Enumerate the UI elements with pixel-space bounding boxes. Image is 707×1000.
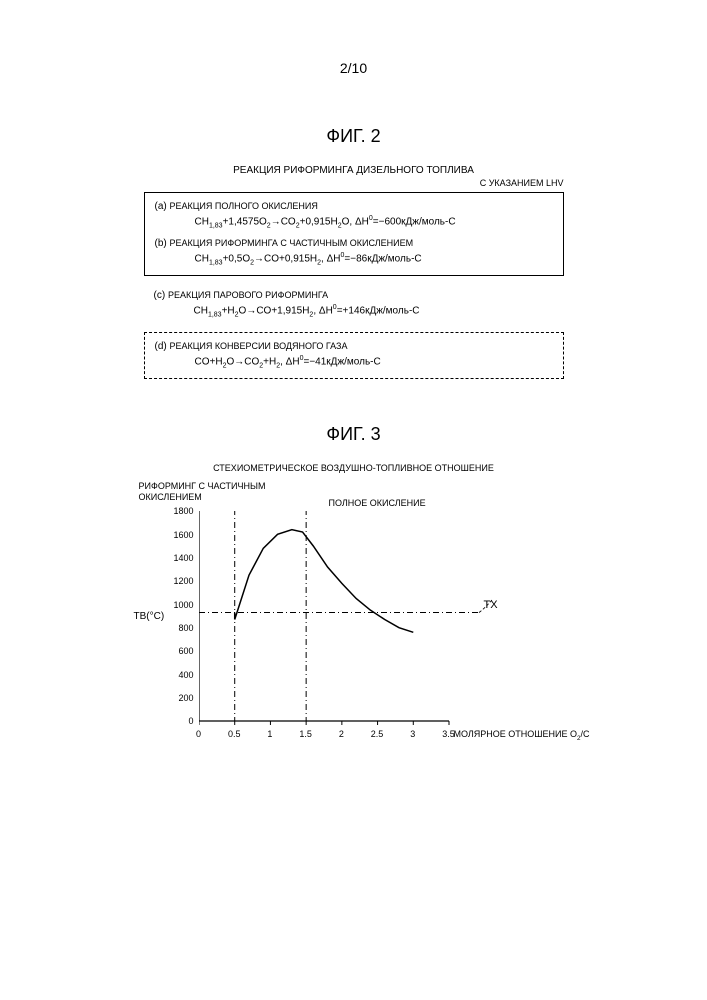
reaction-b: (b) РЕАКЦИЯ РИФОРМИНГА С ЧАСТИЧНЫМ ОКИСЛ… bbox=[155, 236, 553, 269]
reaction-a: (а) РЕАКЦИЯ ПОЛНОГО ОКИСЛЕНИЯ CH1,83+1,4… bbox=[155, 199, 553, 232]
fig2-subtitle: РЕАКЦИЯ РИФОРМИНГА ДИЗЕЛЬНОГО ТОПЛИВА bbox=[40, 165, 667, 176]
reaction-d-equation: CO+H2O→CO2+H2, ΔH0=−41кДж/моль-C bbox=[195, 354, 553, 372]
reaction-c: (с) РЕАКЦИЯ ПАРОВОГО РИФОРМИНГА CH1,83+H… bbox=[154, 288, 554, 321]
xtick-label: 2.5 bbox=[367, 729, 387, 739]
fig3-subtitle: СТЕХИОМЕТРИЧЕСКОЕ ВОЗДУШНО-ТОПЛИВНОЕ ОТН… bbox=[40, 463, 667, 473]
reaction-c-title: РЕАКЦИЯ ПАРОВОГО РИФОРМИНГА bbox=[168, 290, 328, 300]
reaction-d-title: РЕАКЦИЯ КОНВЕРСИИ ВОДЯНОГО ГАЗА bbox=[170, 341, 348, 351]
xtick-label: 0.5 bbox=[224, 729, 244, 739]
ytick-label: 1600 bbox=[164, 530, 194, 540]
ytick-label: 1800 bbox=[164, 506, 194, 516]
reaction-d: (d) РЕАКЦИЯ КОНВЕРСИИ ВОДЯНОГО ГАЗА CO+H… bbox=[155, 339, 553, 372]
ytick-label: 1200 bbox=[164, 576, 194, 586]
reaction-c-label: (с) bbox=[154, 290, 166, 301]
ytick-label: 600 bbox=[164, 646, 194, 656]
ytick-label: 0 bbox=[164, 716, 194, 726]
fig3-title: ФИГ. 3 bbox=[40, 424, 667, 445]
fig2-title: ФИГ. 2 bbox=[40, 126, 667, 147]
ytick-label: 400 bbox=[164, 670, 194, 680]
reaction-b-equation: CH1,83+0,5O2→CO+0,915H2, ΔH0=−86кДж/моль… bbox=[195, 251, 553, 269]
fig2-subtitle-lhv: С УКАЗАНИЕМ LHV bbox=[144, 178, 564, 188]
page-number: 2/10 bbox=[40, 60, 667, 76]
reaction-a-label: (а) bbox=[155, 201, 167, 212]
xtick-label: 1 bbox=[260, 729, 280, 739]
reaction-c-equation: CH1,83+H2O→CO+1,915H2, ΔH0=+146кДж/моль-… bbox=[194, 303, 554, 321]
fig3-chart: РИФОРМИНГ С ЧАСТИЧНЫМОКИСЛЕНИЕМ ПОЛНОЕ О… bbox=[134, 481, 574, 761]
xtick-label: 1.5 bbox=[296, 729, 316, 739]
ytick-label: 200 bbox=[164, 693, 194, 703]
xtick-label: 3 bbox=[403, 729, 423, 739]
reactions-box-ab: (а) РЕАКЦИЯ ПОЛНОГО ОКИСЛЕНИЯ CH1,83+1,4… bbox=[144, 192, 564, 276]
left-region-label: РИФОРМИНГ С ЧАСТИЧНЫМОКИСЛЕНИЕМ bbox=[139, 481, 266, 503]
reaction-a-equation: CH1,83+1,4575O2→CO2+0,915H2O, ΔH0=−600кД… bbox=[195, 214, 553, 232]
y-axis-label: TB(°C) bbox=[134, 611, 165, 622]
ytick-label: 1400 bbox=[164, 553, 194, 563]
ytick-label: 1000 bbox=[164, 600, 194, 610]
right-region-label: ПОЛНОЕ ОКИСЛЕНИЕ bbox=[329, 498, 426, 508]
plot-svg bbox=[199, 511, 509, 731]
reaction-a-title: РЕАКЦИЯ ПОЛНОГО ОКИСЛЕНИЯ bbox=[170, 201, 318, 211]
ytick-label: 800 bbox=[164, 623, 194, 633]
xtick-label: 2 bbox=[331, 729, 351, 739]
reaction-d-container: (d) РЕАКЦИЯ КОНВЕРСИИ ВОДЯНОГО ГАЗА CO+H… bbox=[144, 332, 564, 379]
reaction-d-label: (d) bbox=[155, 341, 167, 352]
reaction-b-label: (b) bbox=[155, 238, 167, 249]
reaction-b-title: РЕАКЦИЯ РИФОРМИНГА С ЧАСТИЧНЫМ ОКИСЛЕНИЕ… bbox=[170, 238, 414, 248]
xtick-label: 0 bbox=[189, 729, 209, 739]
x-axis-label: МОЛЯРНОЕ ОТНОШЕНИЕ O2/C bbox=[454, 729, 590, 742]
reaction-c-container: (с) РЕАКЦИЯ ПАРОВОГО РИФОРМИНГА CH1,83+H… bbox=[144, 282, 564, 327]
